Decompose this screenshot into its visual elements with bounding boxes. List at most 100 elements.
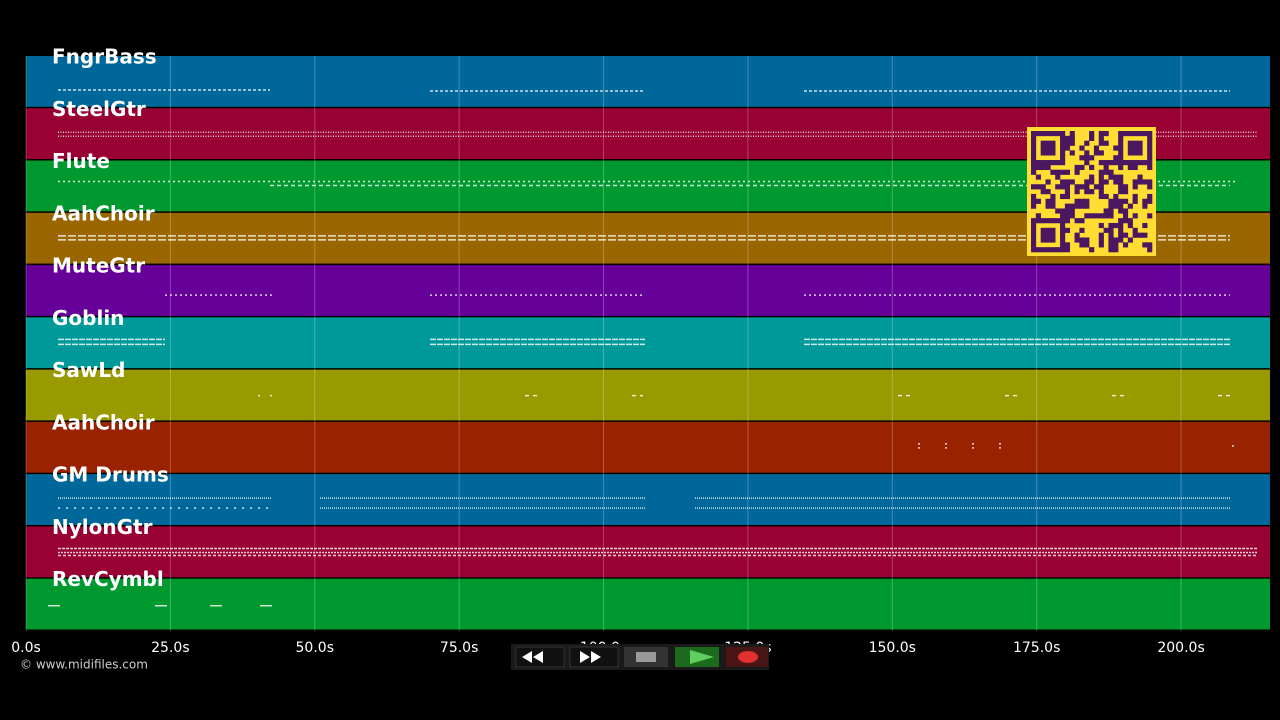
qr-module [1098, 160, 1104, 166]
qr-module [1113, 203, 1119, 209]
qr-module [1045, 164, 1051, 171]
qr-module [1093, 184, 1100, 190]
qr-module [1093, 145, 1100, 151]
qr-module [1069, 135, 1075, 141]
qr-module [1064, 208, 1071, 214]
track-name: GM Drums [52, 463, 169, 487]
qr-module [1137, 131, 1143, 137]
qr-module [1103, 179, 1109, 185]
qr-module [1113, 247, 1119, 253]
qr-module [1098, 184, 1104, 190]
qr-module [1060, 222, 1066, 229]
qr-module [1079, 164, 1085, 171]
qr-module [1031, 232, 1037, 238]
qr-module [1069, 140, 1075, 146]
qr-module [1035, 184, 1041, 190]
qr-module [1084, 242, 1090, 248]
track-name: NylonGtr [52, 515, 153, 539]
qr-module [1060, 218, 1066, 224]
qr-module [1142, 242, 1148, 248]
qr-module [1040, 237, 1046, 243]
track-name: SawLd [52, 358, 125, 382]
qr-module [1098, 222, 1104, 229]
qr-module [1147, 193, 1153, 200]
qr-module [1050, 160, 1056, 166]
qr-module [1132, 179, 1138, 185]
qr-module [1098, 135, 1104, 141]
qr-module [1035, 247, 1041, 253]
qr-module [1142, 131, 1148, 137]
qr-module [1031, 237, 1037, 243]
qr-module [1118, 174, 1124, 180]
qr-module [1035, 213, 1041, 219]
qr-module [1050, 218, 1056, 224]
qr-module [1098, 131, 1104, 137]
qr-module [1050, 145, 1056, 151]
qr-module [1113, 193, 1119, 200]
qr-module [1031, 184, 1037, 190]
x-tick-label: 75.0s [440, 640, 478, 656]
qr-module [1137, 140, 1143, 146]
qr-module [1064, 227, 1071, 233]
qr-module [1055, 208, 1061, 214]
qr-module [1098, 242, 1104, 248]
qr-module [1098, 189, 1104, 195]
qr-module [1055, 160, 1061, 166]
qr-module [1060, 184, 1066, 190]
qr-module [1060, 160, 1066, 166]
qr-module [1127, 150, 1133, 156]
qr-module [1118, 145, 1124, 151]
qr-module [1074, 203, 1080, 209]
qr-module [1045, 232, 1051, 238]
stop-button[interactable] [624, 647, 668, 667]
qr-module [1074, 164, 1080, 171]
qr-module [1132, 131, 1138, 137]
qr-module [1064, 247, 1071, 253]
qr-module [1147, 198, 1153, 204]
qr-module [1084, 184, 1090, 190]
qr-module [1132, 140, 1138, 146]
qr-module [1031, 145, 1037, 151]
play-button[interactable] [675, 647, 719, 667]
qr-module [1118, 222, 1124, 229]
qr-module [1089, 155, 1095, 161]
qr-module [1045, 140, 1051, 146]
qr-module [1147, 131, 1153, 137]
qr-module [1127, 222, 1133, 229]
qr-module [1098, 232, 1104, 238]
qr-module [1055, 247, 1061, 253]
qr-module [1113, 237, 1119, 243]
qr-module [1098, 150, 1104, 156]
qr-module [1137, 232, 1143, 238]
qr-module [1118, 150, 1124, 156]
qr-module [1050, 203, 1056, 209]
qr-module [1074, 198, 1080, 204]
qr-module [1040, 164, 1046, 171]
qr-module [1040, 189, 1046, 195]
record-button[interactable] [726, 647, 768, 667]
qr-module [1074, 169, 1080, 175]
qr-module [1084, 203, 1090, 209]
forward-button[interactable] [569, 646, 619, 668]
qr-module [1108, 160, 1114, 166]
qr-module [1147, 164, 1153, 171]
qr-module [1132, 193, 1138, 200]
qr-module [1089, 189, 1095, 195]
rewind-button[interactable] [515, 646, 565, 668]
qr-module [1031, 222, 1037, 229]
qr-module [1093, 150, 1100, 156]
qr-module [1040, 150, 1046, 156]
qr-module [1040, 131, 1046, 137]
qr-module [1118, 160, 1124, 166]
qr-module [1113, 155, 1119, 161]
x-tick-label: 0.0s [11, 640, 41, 656]
qr-module [1108, 203, 1114, 209]
qr-module [1118, 198, 1124, 204]
qr-module [1118, 237, 1124, 243]
qr-module [1084, 213, 1090, 219]
track-name: Goblin [52, 306, 124, 330]
qr-module [1045, 218, 1051, 224]
qr-module [1132, 184, 1138, 190]
qr-module [1064, 193, 1071, 200]
qr-module [1074, 184, 1080, 190]
